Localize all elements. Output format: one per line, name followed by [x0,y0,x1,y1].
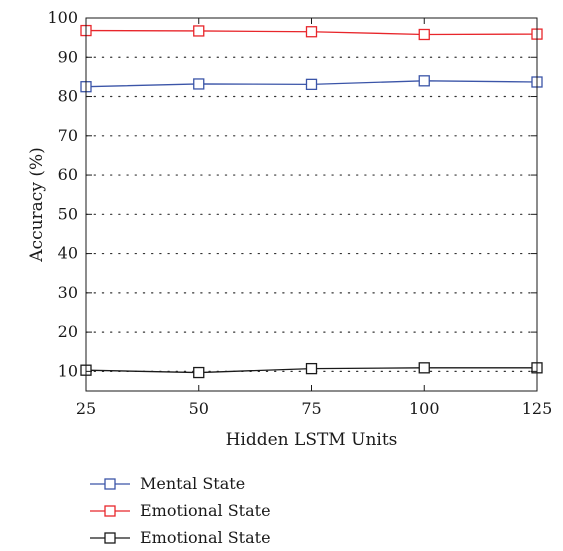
legend-marker [104,532,116,544]
legend-entry: Mental State [90,474,245,493]
axis-ticks: 10 20 30 40 50 60 70 80 90 100 25 50 75 100 125 [47,8,552,418]
legend-entry: Emotional State [90,501,271,520]
series-2 [80,24,543,41]
y-tick-label: 20 [58,322,78,341]
y-tick-label: 10 [58,361,78,380]
legend-label: Emotional State [140,501,271,520]
data-point-marker [193,366,205,379]
gridlines [85,56,538,372]
data-point-marker [305,78,318,91]
legend-marker [104,478,116,490]
legend: Mental State Emotional State Emotional Sta… [90,474,271,547]
legend-marker [104,505,116,517]
plot-frame [85,17,538,392]
x-tick-label: 75 [301,399,321,418]
data-point-marker [418,362,430,374]
y-tick-label: 30 [58,283,78,302]
y-tick-label: 90 [58,47,78,66]
series-3 [80,362,543,379]
data-point-marker [305,362,318,375]
x-tick-label: 100 [409,399,440,418]
y-tick-label: 40 [58,244,78,263]
data-point-marker [418,28,430,41]
y-axis-label: Accuracy (%) [27,147,47,262]
legend-label: Emotional State [140,528,271,547]
y-tick-label: 100 [47,8,78,27]
legend-label: Mental State [140,474,245,493]
data-point-marker [305,26,318,38]
x-tick-label: 50 [189,399,209,418]
y-tick-label: 50 [58,204,78,223]
x-tick-label: 125 [522,399,553,418]
x-tick-label: 25 [76,399,96,418]
series-layer [80,24,543,379]
data-point-marker [193,25,205,37]
y-tick-label: 60 [58,165,78,184]
data-point-marker [193,78,205,90]
data-point-marker [418,75,430,87]
x-axis-label: Hidden LSTM Units [226,430,398,450]
y-tick-label: 70 [58,126,78,145]
series-1 [80,75,543,93]
y-tick-label: 80 [58,87,78,106]
legend-entry: Emotional State [90,528,271,547]
